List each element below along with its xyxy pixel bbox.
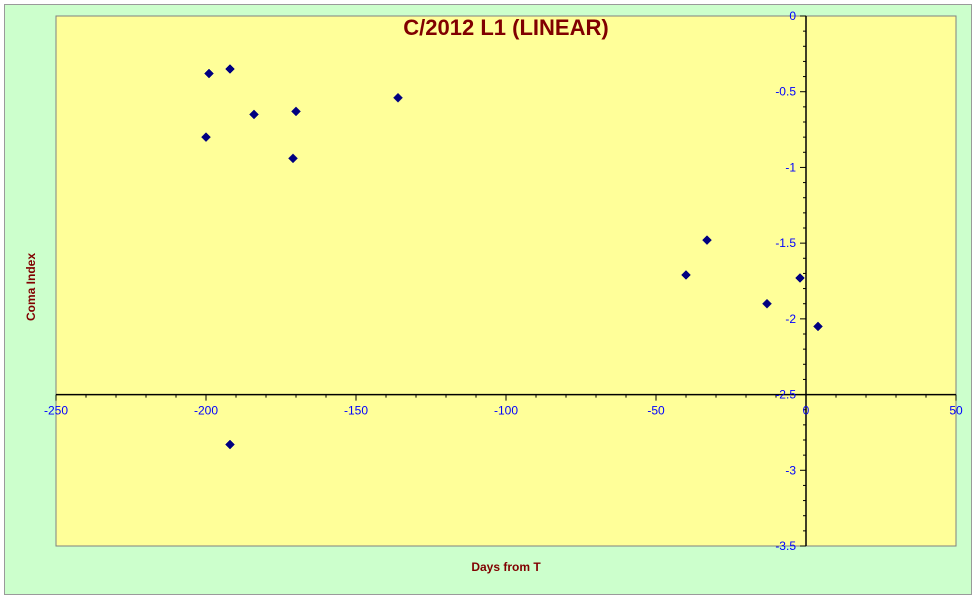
x-tick-label: -250 [44, 404, 68, 418]
data-point [762, 298, 772, 309]
x-tick-label: -200 [194, 404, 218, 418]
x-tick-label: -100 [494, 404, 518, 418]
x-tick-labels: -250 -200 -150 -100 -50 0 50 [44, 404, 963, 418]
data-point [702, 235, 712, 245]
data-point [201, 132, 211, 142]
x-tick-label: 50 [949, 404, 963, 418]
x-tick-label: 0 [803, 404, 810, 418]
plot-area [55, 15, 957, 547]
y-tick-labels: 0 -0.5 -1 -1.5 -2 -2.5 -3 -3.5 [775, 9, 796, 553]
y-tick-label: -0.5 [775, 85, 796, 99]
chart-area: -250 -200 -150 -100 -50 0 50 0 -0.5 -1 -1.5 -2 -2.5… [4, 4, 972, 595]
data-point [393, 92, 403, 103]
data-point [204, 68, 214, 79]
data-point [249, 109, 259, 120]
y-tick-label: -1 [785, 160, 796, 174]
data-point [795, 273, 805, 283]
data-point [288, 153, 298, 164]
data-points [201, 64, 823, 450]
y-tick-label: -3 [785, 463, 796, 477]
y-tick-label: 0 [789, 9, 796, 23]
y-tick-label: -2 [785, 312, 796, 326]
data-point [291, 106, 301, 117]
y-tick-label: -2.5 [775, 388, 796, 402]
data-point [225, 64, 235, 74]
x-axis-title: Days from T [471, 560, 541, 574]
chart-title: C/2012 L1 (LINEAR) [403, 15, 608, 40]
data-point [681, 270, 691, 280]
y-axis-title: Coma Index [24, 253, 38, 321]
data-point [813, 321, 823, 332]
x-tick-label: -150 [344, 404, 368, 418]
y-tick-label: -1.5 [775, 236, 796, 250]
scatter-chart: -250 -200 -150 -100 -50 0 50 0 -0.5 -1 -1.5 -2 -2.5… [24, 9, 963, 574]
y-tick-label: -3.5 [775, 539, 796, 553]
data-point [225, 439, 235, 450]
x-tick-label: -50 [647, 404, 665, 418]
